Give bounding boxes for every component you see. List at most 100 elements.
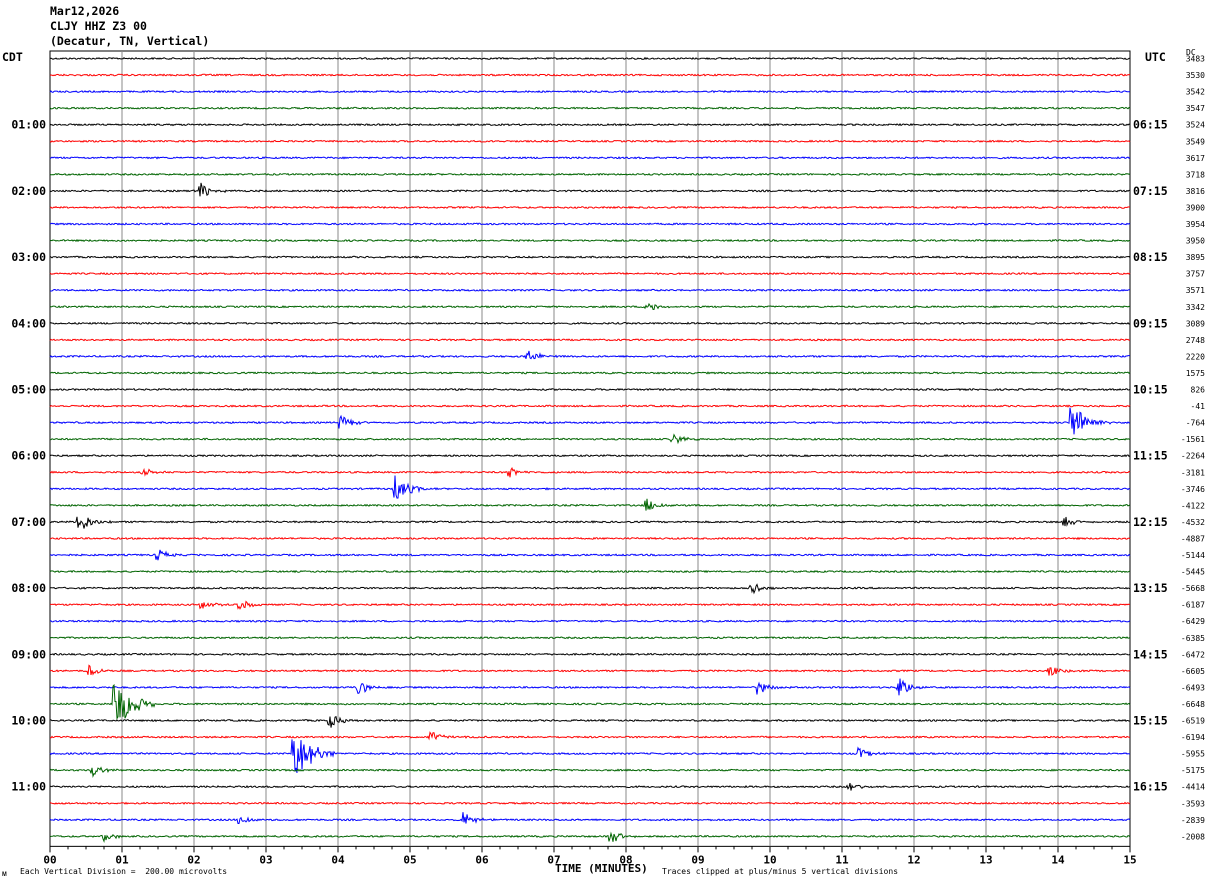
trace-row-21: [49, 404, 1131, 408]
trace-row-36: [49, 652, 1131, 656]
dc-offset-label: -2264: [1181, 452, 1205, 461]
dc-offset-label: 3547: [1186, 104, 1205, 113]
dc-offset-label: 3524: [1186, 121, 1205, 130]
trace-row-40: [49, 715, 1131, 728]
dc-offset-label: -6493: [1181, 683, 1205, 692]
dc-offset-label: -3746: [1181, 485, 1205, 494]
dc-offset-label: 2748: [1186, 336, 1205, 345]
x-tick-label: 01: [115, 853, 129, 866]
x-tick-label: 06: [475, 853, 489, 866]
right-hour-label: 14:15: [1133, 647, 1168, 661]
x-tick-label: 13: [979, 853, 992, 866]
dc-offset-label: -6605: [1181, 667, 1205, 676]
x-tick-label: 14: [1051, 853, 1065, 866]
x-tick-label: 04: [331, 853, 345, 866]
trace-row-5: [49, 139, 1131, 143]
dc-offset-label: 3542: [1186, 88, 1205, 97]
right-hour-label: 07:15: [1133, 184, 1168, 198]
dc-offset-label: -6194: [1181, 733, 1205, 742]
dc-offset-label: 1575: [1186, 369, 1205, 378]
chart-date: Mar12,2026: [50, 4, 120, 18]
right-hour-label: 10:15: [1133, 383, 1168, 397]
left-hour-label: 07:00: [11, 515, 46, 529]
trace-row-31: [49, 569, 1131, 574]
trace-row-41: [49, 731, 1131, 741]
dc-offset-label: 3530: [1186, 71, 1205, 80]
left-hour-label: 10:00: [11, 714, 46, 728]
dc-offset-label: -3593: [1181, 799, 1205, 808]
trace-row-26: [49, 475, 1131, 499]
dc-offset-label: -4887: [1181, 534, 1205, 543]
trace-row-7: [49, 172, 1131, 176]
dc-offset-label: -4122: [1181, 501, 1205, 510]
trace-row-13: [49, 272, 1131, 276]
trace-row-16: [49, 321, 1131, 325]
dc-offset-label: -764: [1186, 419, 1205, 428]
x-tick-label: 02: [187, 853, 200, 866]
x-tick-label: 08: [619, 853, 632, 866]
left-hour-label: 04:00: [11, 316, 46, 330]
dc-offset-label: 3089: [1186, 319, 1205, 328]
dc-offset-label: -5144: [1181, 551, 1205, 560]
dc-offset-label: -1561: [1181, 435, 1205, 444]
trace-row-22: [49, 407, 1131, 435]
dc-offset-label: -5445: [1181, 568, 1205, 577]
scale-note: Each Vertical Division = 200.00 microvol…: [20, 867, 228, 876]
right-hour-label: 09:15: [1133, 316, 1168, 330]
dc-offset-label: 3900: [1186, 203, 1205, 212]
dc-offset-label: -3181: [1181, 468, 1205, 477]
dc-offset-label: 3342: [1186, 303, 1205, 312]
trace-row-19: [50, 371, 1131, 375]
trace-row-23: [49, 433, 1131, 445]
dc-label: DC: [1186, 48, 1196, 57]
dc-offset-label: -5668: [1181, 584, 1205, 593]
dc-offset-label: 3950: [1186, 237, 1205, 246]
trace-row-12: [49, 255, 1131, 259]
right-hour-label: 16:15: [1133, 780, 1168, 794]
right-hour-label: 13:15: [1133, 581, 1168, 595]
dc-offset-label: 2220: [1186, 352, 1205, 361]
dc-offset-label: 3757: [1186, 270, 1205, 279]
trace-row-20: [49, 387, 1131, 392]
left-hour-label: 02:00: [11, 184, 46, 198]
corner-mark: ᴍ: [2, 869, 7, 878]
trace-row-3: [49, 106, 1131, 110]
trace-row-9: [49, 205, 1130, 210]
trace-row-44: [49, 782, 1131, 791]
x-tick-label: 12: [907, 853, 920, 866]
x-tick-label: 15: [1123, 853, 1136, 866]
dc-offset-label: 826: [1191, 386, 1206, 395]
dc-offset-label: -4532: [1181, 518, 1205, 527]
trace-row-37: [49, 664, 1131, 676]
trace-row-8: [49, 182, 1130, 197]
trace-row-38: [49, 678, 1131, 696]
left-hour-label: 03:00: [11, 250, 46, 264]
trace-row-46: [49, 812, 1131, 824]
plot-frame: [49, 50, 1131, 847]
trace-row-43: [49, 766, 1131, 779]
left-hour-label: 06:00: [11, 449, 46, 463]
chart-location: (Decatur, TN, Vertical): [50, 34, 210, 48]
trace-row-32: [49, 583, 1131, 595]
trace-row-0: [49, 56, 1131, 61]
right-hour-label: 15:15: [1133, 714, 1168, 728]
trace-row-39: [49, 683, 1131, 720]
right-hour-label: 11:15: [1133, 449, 1168, 463]
dc-offset-label: 3895: [1186, 253, 1205, 262]
trace-row-35: [49, 636, 1131, 640]
dc-offset-label: 3483: [1186, 55, 1205, 64]
x-tick-label: 10: [763, 853, 776, 866]
left-hour-label: 11:00: [11, 780, 46, 794]
dc-offset-label: 3954: [1186, 220, 1205, 229]
x-tick-label: 00: [43, 853, 56, 866]
dc-offset-label: -2839: [1181, 816, 1205, 825]
trace-row-10: [50, 222, 1131, 226]
dc-offset-label: -6472: [1181, 650, 1205, 659]
dc-offset-label: 3571: [1186, 286, 1205, 295]
x-tick-label: 03: [259, 853, 272, 866]
trace-row-45: [49, 801, 1131, 805]
left-hour-label: 09:00: [11, 647, 46, 661]
dc-offset-label: -4414: [1181, 783, 1205, 792]
trace-row-24: [49, 454, 1131, 458]
